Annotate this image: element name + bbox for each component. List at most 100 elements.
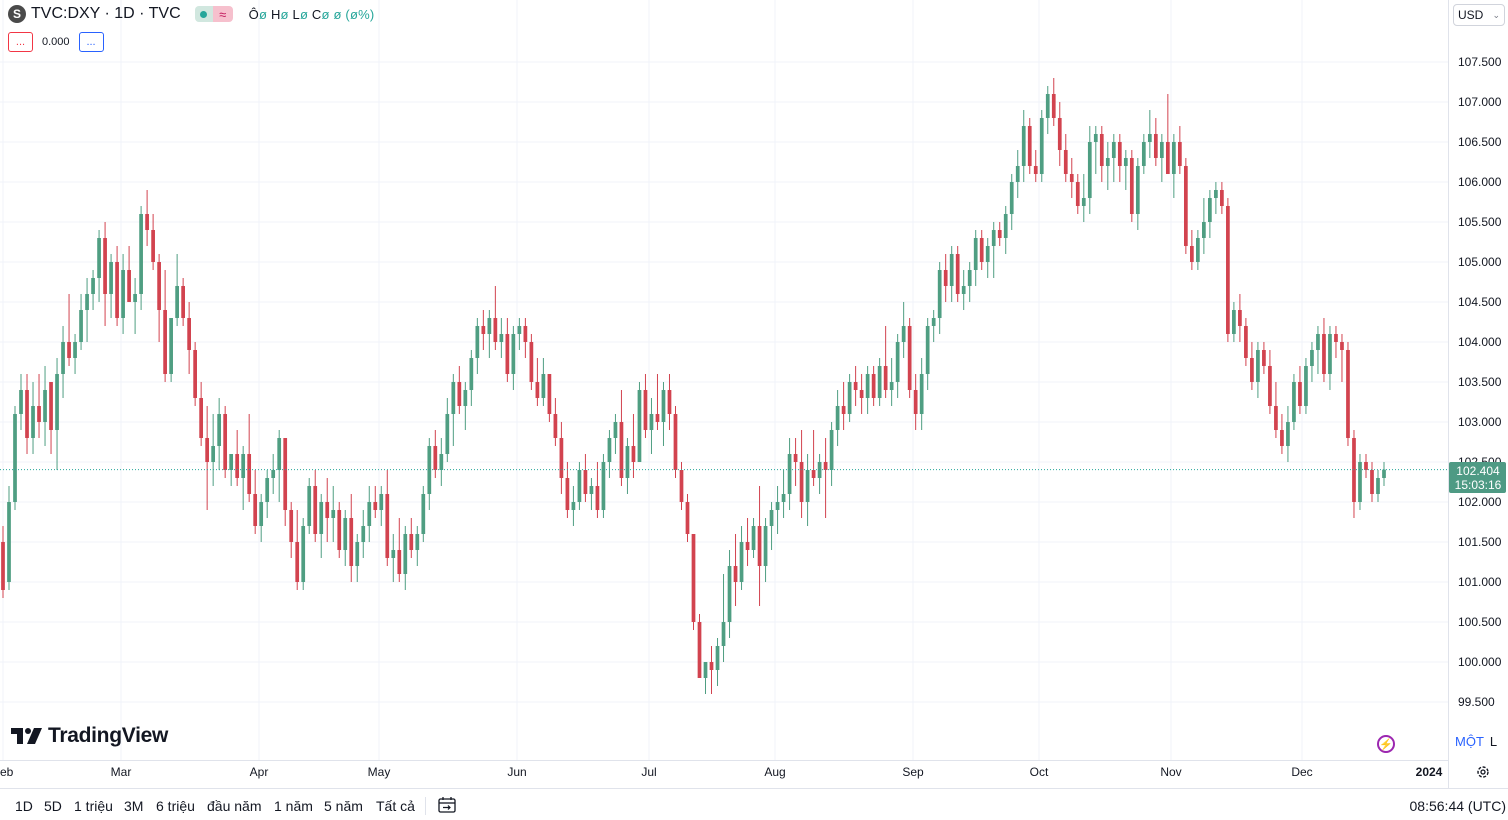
candle-body [1262, 350, 1266, 366]
candle [1382, 462, 1386, 486]
lightning-icon[interactable]: ⚡ [1377, 735, 1395, 753]
candle [1105, 142, 1110, 190]
candle [415, 526, 420, 566]
price-tick-label: 105.000 [1458, 255, 1502, 269]
candle [139, 206, 143, 310]
candle [895, 334, 900, 398]
range-5y[interactable]: 5 năm [324, 798, 363, 814]
scale-mode-log[interactable]: L [1489, 734, 1498, 749]
candle [1196, 230, 1200, 270]
currency-select[interactable]: USD ⌄ [1453, 4, 1505, 26]
settings-gear-icon[interactable] [1474, 763, 1492, 781]
candle-body [727, 566, 732, 622]
candle-body [181, 286, 185, 318]
candle [475, 318, 480, 374]
candle-body [643, 390, 648, 430]
candle-body [457, 382, 462, 406]
candle-body [1009, 182, 1014, 214]
candle [1334, 326, 1338, 358]
candle [253, 470, 258, 534]
range-1d[interactable]: 1D [15, 798, 33, 814]
candle [637, 382, 642, 462]
candle-body [25, 390, 29, 438]
candle-body [901, 326, 906, 342]
candle [403, 526, 408, 590]
candle-body [475, 326, 480, 358]
candle [793, 438, 798, 486]
candle [31, 382, 35, 454]
price-chart[interactable]: 107.500 107.000 106.500 106.000 105.500 105.0… [0, 0, 1508, 788]
candle [1262, 342, 1266, 374]
candle-body [43, 390, 47, 422]
candle-body [805, 470, 810, 502]
range-1m[interactable]: 1 triệu [74, 798, 113, 814]
indicator-button-2[interactable]: ... [78, 32, 104, 52]
candle [997, 222, 1002, 246]
candle [973, 230, 978, 286]
candle-body [361, 526, 366, 542]
candle [463, 382, 468, 430]
candle-body [937, 270, 942, 318]
candle [313, 470, 318, 542]
candle [835, 390, 840, 446]
candle-body [841, 406, 846, 414]
candle [625, 438, 630, 494]
candle-body [1105, 158, 1110, 166]
candle [805, 454, 810, 526]
scale-mode-auto[interactable]: MỘT [1455, 734, 1484, 749]
candle [769, 502, 774, 550]
candle-body [571, 502, 576, 510]
range-3m[interactable]: 3M [124, 798, 144, 814]
time-tick-label: Aug [764, 765, 785, 779]
price-tick-label: 102.000 [1458, 495, 1502, 509]
candle-body [13, 414, 17, 502]
time-tick-label: Jul [641, 765, 656, 779]
candle [121, 254, 125, 334]
range-all[interactable]: Tất cả [376, 798, 415, 814]
go-to-date-icon[interactable] [437, 796, 457, 814]
time-tick-label: Mar [111, 765, 132, 779]
candle-body [1280, 430, 1284, 446]
candle-body [307, 486, 312, 526]
symbol-title[interactable]: TVC:DXY · 1D · TVC [31, 5, 181, 22]
candle [1274, 382, 1278, 438]
candle-body [655, 414, 660, 422]
candle-body [1039, 118, 1044, 174]
candle-body [1268, 366, 1272, 406]
candle-body [679, 470, 684, 502]
range-6m[interactable]: 6 triệu [156, 798, 195, 814]
candle [307, 478, 312, 534]
candle [487, 310, 492, 358]
indicator-button-1[interactable]: ... [8, 32, 33, 52]
range-1y[interactable]: 1 năm [274, 798, 313, 814]
candle-body [1147, 134, 1152, 142]
bottom-toolbar: 1D 5D 1 triệu 3M 6 triệu đầu năm 1 năm 5… [0, 788, 1508, 820]
price-tick-label: 106.500 [1458, 135, 1502, 149]
candle [901, 302, 906, 358]
candle [1129, 150, 1134, 222]
candle [547, 374, 552, 422]
utc-clock[interactable]: 08:56:44 (UTC) [1409, 798, 1506, 814]
tradingview-logo[interactable]: TradingView [11, 724, 168, 748]
candle [1021, 110, 1026, 182]
market-status[interactable]: ≈ [194, 6, 233, 22]
candle [145, 190, 149, 246]
candle-body [1063, 150, 1068, 174]
candle [829, 422, 834, 486]
candle-body [277, 438, 282, 470]
range-5d[interactable]: 5D [44, 798, 62, 814]
candle-body [343, 518, 348, 550]
candle [217, 398, 222, 470]
candle-body [889, 382, 894, 390]
candle-body [49, 382, 53, 430]
candle [589, 478, 594, 510]
range-ytd[interactable]: đầu năm [207, 798, 262, 814]
candle [1340, 334, 1344, 382]
candle [103, 222, 107, 326]
candle-body [883, 366, 888, 390]
candle-body [967, 270, 972, 286]
candle [1268, 350, 1272, 414]
candle-body [697, 622, 702, 678]
candle-body [637, 390, 642, 462]
candle [649, 398, 654, 454]
